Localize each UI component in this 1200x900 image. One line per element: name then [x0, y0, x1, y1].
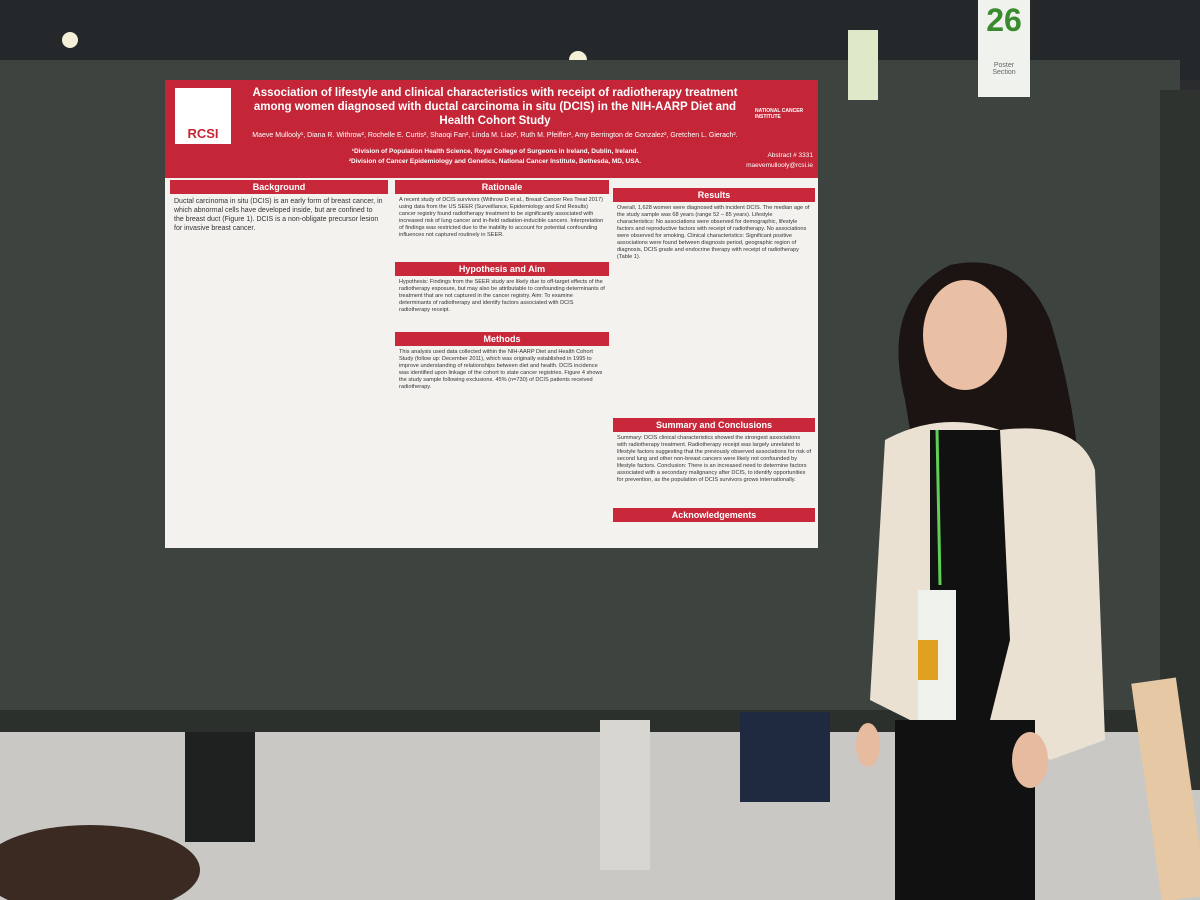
section-title: Results [613, 188, 815, 202]
section-text: Overall, 1,628 women were diagnosed with… [617, 205, 810, 260]
banner [848, 30, 878, 100]
poster-title: Association of lifestyle and clinical ch… [252, 87, 738, 127]
chair [0, 825, 200, 900]
sign [978, 0, 1030, 97]
authors: Maeve Mullooly¹, Diana R. Withrow², Roch… [252, 132, 738, 139]
light [62, 32, 78, 48]
section-title: Hypothesis and Aim [395, 262, 609, 276]
logo: RCSI [175, 88, 231, 144]
legs [185, 732, 255, 842]
board-frame [1160, 90, 1200, 790]
section-text: This analysis used data collected within… [399, 349, 603, 390]
lanyard [935, 429, 942, 586]
sign-number: 26 [986, 2, 1022, 38]
hand [856, 723, 880, 767]
column: Rationale A recent study of DCIS survivo… [395, 180, 609, 545]
email: maevemullooly@rcsi.ie [746, 162, 813, 169]
column: Results Overall, 1,628 women were diagno… [613, 188, 815, 545]
poster-header: RCSI Association of lifestyle and clinic… [165, 80, 818, 178]
poster: RCSI Association of lifestyle and clinic… [165, 80, 818, 548]
affiliation: ¹Division of Population Health Science, … [351, 148, 639, 155]
section-text: Ductal carcinoma in situ (DCIS) is an ea… [174, 198, 383, 232]
section-title: Summary and Conclusions [613, 418, 815, 432]
section-title: Rationale [395, 180, 609, 194]
hand [1012, 732, 1048, 788]
legs [600, 720, 650, 870]
section-text: Summary: DCIS clinical characteristics s… [617, 435, 812, 483]
badge-stripe [918, 640, 938, 680]
board-edge [0, 710, 1180, 732]
section-title: Methods [395, 332, 609, 346]
tube [1131, 677, 1200, 900]
legs [740, 712, 830, 802]
nih-logo: NATIONAL CANCER INSTITUTE [755, 108, 804, 120]
section-text: Hypothesis: Findings from the SEER study… [399, 279, 605, 313]
affiliation: ²Division of Cancer Epidemiology and Gen… [348, 158, 642, 165]
face [923, 280, 1007, 390]
abstract-number: Abstract # 3331 [767, 152, 813, 159]
pants [895, 720, 1035, 900]
sign-label: Poster Section [992, 62, 1016, 76]
section-title: Background [170, 180, 388, 194]
section-text: A recent study of DCIS survivors (Withro… [399, 197, 604, 238]
section-title: Acknowledgements [613, 508, 815, 522]
column: Background Ductal carcinoma in situ (DCI… [170, 180, 388, 545]
